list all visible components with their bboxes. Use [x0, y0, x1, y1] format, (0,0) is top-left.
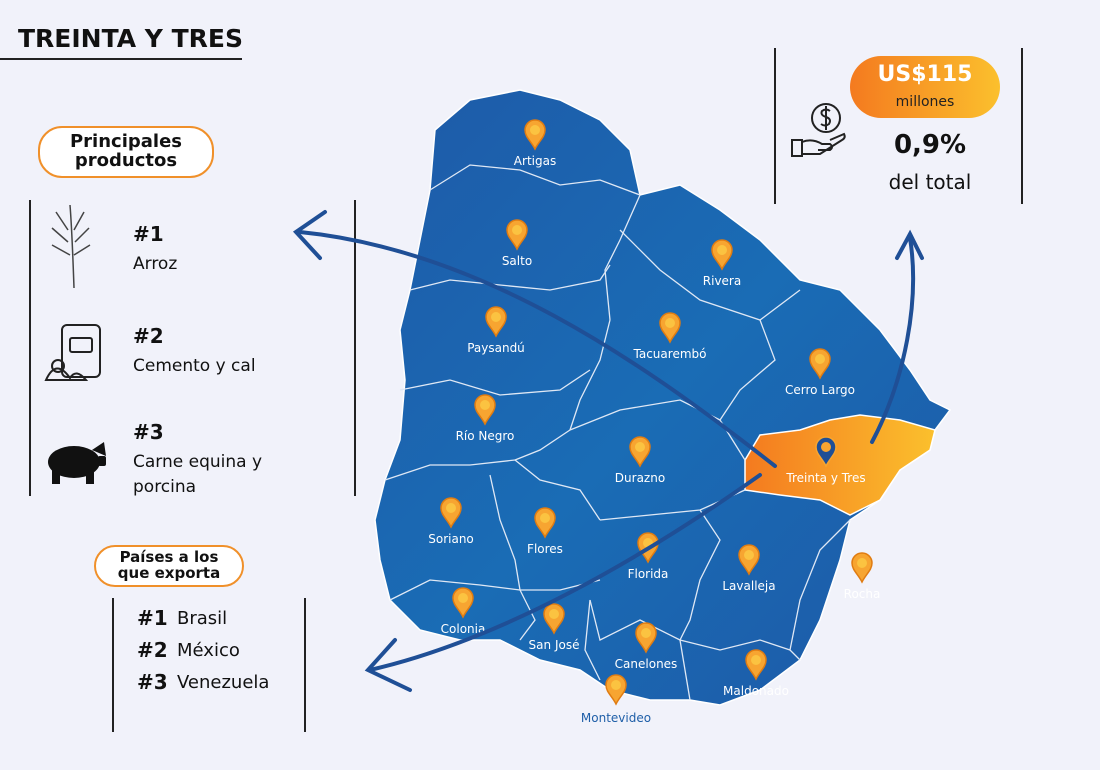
product-rank: #1 [133, 222, 164, 246]
department-label: Tacuarembó [633, 347, 707, 361]
wheat-icon [51, 204, 91, 289]
product-rank: #2 [133, 324, 164, 348]
amount-badge [850, 56, 1000, 118]
share: 0,9% [893, 130, 967, 160]
department-label: Flores [527, 542, 563, 556]
destination-name: Brasil [177, 608, 228, 629]
department-label: Florida [628, 567, 669, 581]
destination-rank: #3 [137, 670, 168, 694]
divider [354, 200, 356, 496]
department-label: Canelones [615, 657, 678, 671]
amount-unit: millones [895, 94, 955, 110]
share-label: del total [888, 170, 972, 194]
department-label: Paysandú [467, 341, 525, 355]
department-label: Soriano [428, 532, 474, 546]
pin-dot [491, 312, 501, 322]
department-label: Maldonado [723, 684, 789, 698]
divider [1021, 48, 1023, 204]
pin-dot [530, 125, 540, 135]
pin-dot [717, 245, 727, 255]
pin-dot [446, 503, 456, 513]
cement-icon [44, 324, 101, 381]
divider [304, 598, 306, 732]
title: TREINTA Y TRES [18, 24, 243, 53]
pin-dot [611, 680, 621, 690]
department-label: Rocha [844, 587, 881, 601]
pin-dot [480, 400, 490, 410]
pin-dot [641, 628, 651, 638]
pig-icon [48, 442, 106, 484]
pin-dot [815, 354, 825, 364]
pin-dot [857, 558, 867, 568]
divider [29, 200, 31, 496]
pin-dot [744, 550, 754, 560]
department-label: Artigas [514, 154, 556, 168]
pin-dot [549, 609, 559, 619]
department-label: Lavalleja [722, 579, 775, 593]
pin-dot [512, 225, 522, 235]
department-label: Durazno [615, 471, 665, 485]
department-label: Rivera [703, 274, 741, 288]
department-label: San José [529, 638, 580, 652]
destination-name: México [177, 640, 240, 661]
destinations-heading: Países a los que exporta [94, 545, 244, 587]
money-icon [791, 103, 846, 157]
department-label: Colonia [441, 622, 486, 636]
product-name: Carne equina y porcina [133, 452, 263, 497]
department-label: Treinta y Tres [785, 471, 865, 485]
department-label: Cerro Largo [785, 383, 855, 397]
department-borders [384, 164, 851, 701]
product-rank: #3 [133, 420, 164, 444]
pin-dot [665, 318, 675, 328]
product-icons [44, 204, 106, 484]
pin-dot [751, 655, 761, 665]
destination-rank: #1 [137, 606, 168, 630]
divider [112, 598, 114, 732]
destination-name: Venezuela [177, 672, 270, 693]
department-label: Montevideo [581, 711, 651, 725]
divider [774, 48, 776, 204]
product-name: Cemento y cal [133, 356, 256, 376]
amount: US$115 [877, 62, 973, 87]
pin-dot [821, 442, 831, 452]
pin-dot [635, 442, 645, 452]
product-name: Arroz [133, 254, 178, 274]
title-underline [0, 58, 242, 60]
department-label: Salto [502, 254, 532, 268]
pin-dot [540, 513, 550, 523]
export-arrows [292, 210, 924, 692]
highlighted-department [744, 414, 936, 516]
pin-dot [458, 593, 468, 603]
products-heading: Principales productos [38, 126, 214, 178]
department-label: Río Negro [456, 429, 515, 443]
destination-rank: #2 [137, 638, 168, 662]
